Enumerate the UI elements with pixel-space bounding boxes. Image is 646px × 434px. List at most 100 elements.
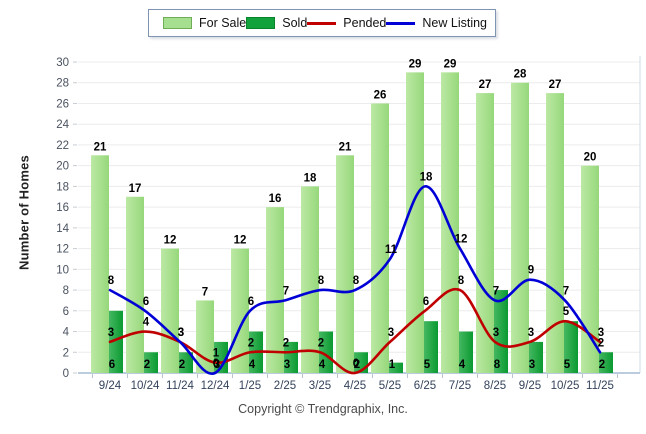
sold-bar <box>319 331 333 373</box>
sold-label: 8 <box>494 359 501 371</box>
pended-label: 4 <box>143 317 150 329</box>
sold-bar <box>144 352 158 373</box>
sold-label: 5 <box>564 359 571 371</box>
x-tick-label: 4/25 <box>344 380 366 392</box>
legend-label-new-listing: New Listing <box>422 16 488 30</box>
sold-bar <box>564 321 578 373</box>
sold-label: 4 <box>459 359 466 371</box>
y-tick-label: 4 <box>63 327 70 339</box>
pended-label: 2 <box>318 337 324 349</box>
for-sale-label: 12 <box>164 235 177 247</box>
for-sale-label: 21 <box>94 141 107 153</box>
x-tick-label: 2/25 <box>274 380 296 392</box>
pended-label: 5 <box>563 306 570 318</box>
sold-label: 2 <box>144 359 150 371</box>
x-tick-label: 10/25 <box>551 380 580 392</box>
y-tick-label: 18 <box>56 181 69 193</box>
for-sale-label: 16 <box>269 193 282 205</box>
pended-label: 3 <box>108 327 114 339</box>
sold-bar <box>424 321 438 373</box>
pended-label: 2 <box>283 337 289 349</box>
y-tick-label: 12 <box>56 244 69 256</box>
sold-bar <box>494 290 508 373</box>
sold-label: 4 <box>319 359 326 371</box>
sold-bar <box>529 341 543 373</box>
for-sale-label: 20 <box>584 152 597 164</box>
legend-item-new-listing: New Listing <box>386 16 487 30</box>
new-listing-label: 8 <box>318 275 325 287</box>
for-sale-bar <box>371 103 389 373</box>
legend-item-sold: Sold <box>246 16 307 30</box>
pended-label: 3 <box>528 327 534 339</box>
sold-bar <box>599 352 613 373</box>
y-tick-label: 30 <box>56 57 69 69</box>
for-sale-bar <box>126 196 144 373</box>
for-sale-swatch-icon <box>163 17 192 29</box>
sold-label: 3 <box>284 359 290 371</box>
sold-label: 1 <box>389 359 396 371</box>
for-sale-bar <box>546 93 564 373</box>
sold-bar <box>179 352 193 373</box>
for-sale-bar <box>336 155 354 373</box>
x-tick-label: 3/25 <box>309 380 331 392</box>
sold-bar <box>459 331 473 373</box>
new-listing-label: 18 <box>420 171 433 183</box>
x-tick-label: 12/24 <box>201 380 230 392</box>
copyright-text: Copyright © Trendgraphix, Inc. <box>238 402 408 416</box>
sold-label: 6 <box>109 359 115 371</box>
x-tick-label: 8/25 <box>484 380 506 392</box>
pended-label: 3 <box>598 327 604 339</box>
legend-item-pended: Pended <box>307 16 386 30</box>
new-listing-label: 7 <box>563 285 569 297</box>
sold-bar <box>214 341 228 373</box>
x-tick-label: 6/25 <box>414 380 436 392</box>
new-listing-label: 6 <box>248 296 254 308</box>
x-tick-label: 7/25 <box>449 380 471 392</box>
pended-label: 8 <box>458 275 465 287</box>
legend-item-for-sale: For Sale <box>163 16 246 30</box>
for-sale-bar <box>441 72 459 373</box>
sold-bar <box>284 341 298 373</box>
pended-label: 3 <box>178 327 184 339</box>
for-sale-label: 27 <box>549 79 562 91</box>
sold-label: 4 <box>249 359 256 371</box>
sold-label: 3 <box>529 359 535 371</box>
for-sale-label: 29 <box>409 58 422 70</box>
y-tick-label: 16 <box>56 202 69 214</box>
new-listing-label: 2 <box>598 337 604 349</box>
sold-label: 2 <box>599 359 605 371</box>
for-sale-bar <box>511 82 529 373</box>
legend-label-for-sale: For Sale <box>199 16 247 30</box>
new-listing-label: 8 <box>108 275 115 287</box>
x-tick-label: 1/25 <box>239 380 261 392</box>
legend-label-sold: Sold <box>282 16 308 30</box>
pended-label: 0 <box>353 358 359 370</box>
for-sale-label: 12 <box>234 235 247 247</box>
new-listing-label: 7 <box>493 285 499 297</box>
x-tick-label: 9/24 <box>99 380 122 392</box>
y-tick-label: 6 <box>63 306 69 318</box>
for-sale-bar <box>406 72 424 373</box>
for-sale-label: 27 <box>479 79 492 91</box>
for-sale-label: 7 <box>202 286 208 298</box>
for-sale-label: 17 <box>129 183 142 195</box>
y-tick-label: 14 <box>56 223 69 235</box>
sold-label: 5 <box>424 359 431 371</box>
y-tick-label: 8 <box>63 285 69 297</box>
for-sale-bar <box>91 155 109 373</box>
for-sale-label: 21 <box>339 141 352 153</box>
y-tick-label: 26 <box>56 98 69 110</box>
x-tick-label: 11/25 <box>586 380 614 392</box>
new-listing-label: 9 <box>528 265 534 277</box>
legend-label-pended: Pended <box>343 16 387 30</box>
sold-bar <box>389 362 403 373</box>
y-tick-label: 24 <box>56 119 69 131</box>
new-listing-label: 8 <box>353 275 360 287</box>
for-sale-bar <box>266 207 284 373</box>
for-sale-bar <box>476 93 494 373</box>
x-tick-label: 10/24 <box>131 380 160 392</box>
for-sale-label: 26 <box>374 89 387 101</box>
new-listing-label: 0 <box>213 358 219 370</box>
new-listing-label: 11 <box>385 244 398 256</box>
